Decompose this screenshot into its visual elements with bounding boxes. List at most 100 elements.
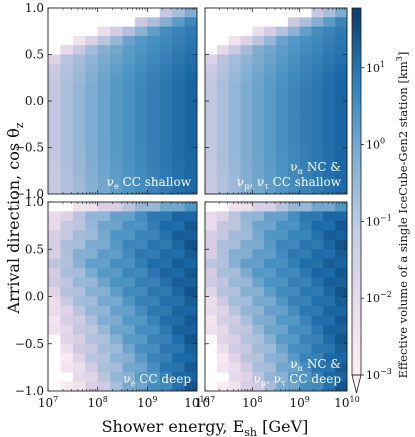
heatmap-cell <box>264 26 277 37</box>
heatmap-cell <box>335 220 348 231</box>
heatmap-cell <box>287 156 301 167</box>
heatmap-cell <box>216 343 230 354</box>
heatmap-cell <box>299 305 312 316</box>
heatmap-cell <box>216 166 230 176</box>
heatmap-cell <box>323 91 336 102</box>
heatmap-cell <box>72 35 86 46</box>
heatmap-cell <box>240 372 253 382</box>
heatmap-cell <box>252 91 265 102</box>
colorbar-tick-label: 10−1 <box>366 213 392 228</box>
heatmap-cell <box>184 82 198 93</box>
heatmap-cell <box>311 277 324 288</box>
heatmap-cell <box>335 26 348 37</box>
heatmap-cell <box>147 17 161 27</box>
heatmap-cell <box>60 353 74 364</box>
heatmap-cell <box>311 287 324 297</box>
heatmap-cell <box>335 128 348 139</box>
heatmap-cell <box>299 110 312 120</box>
heatmap-cell <box>299 101 312 111</box>
heatmap-cell <box>110 63 123 74</box>
heatmap-cell <box>287 45 301 55</box>
heatmap-cell <box>335 315 348 326</box>
heatmap-cell <box>159 324 173 335</box>
heatmap-cell <box>216 138 230 148</box>
heatmap-cell <box>110 156 123 167</box>
panel-label-subscript: α <box>298 167 304 176</box>
heatmap-cell <box>122 258 136 269</box>
heatmap-cell <box>287 315 301 326</box>
heatmap-cell <box>147 277 161 288</box>
panel-label-text: τ <box>264 182 269 191</box>
heatmap-cell <box>147 334 161 345</box>
heatmap-cell <box>48 184 61 195</box>
heatmap-cell <box>97 63 111 74</box>
heatmap-cell <box>184 101 198 111</box>
heatmap-cell <box>172 287 185 297</box>
heatmap-cell <box>299 202 312 212</box>
heatmap-cell <box>287 220 301 231</box>
heatmap-cell <box>147 91 161 102</box>
heatmap-cell <box>48 220 61 231</box>
heatmap-cell <box>147 381 161 392</box>
heatmap-cell <box>110 35 123 46</box>
heatmap-cell <box>228 381 241 392</box>
heatmap-cell <box>311 202 324 212</box>
panel-label-text: ν <box>123 372 130 386</box>
heatmap-cell <box>323 26 336 37</box>
heatmap-cell <box>72 362 86 373</box>
heatmap-cell <box>240 249 253 260</box>
x-tick-label-base: 10 <box>242 396 257 410</box>
colorbar-tick-label-exponent: −1 <box>380 213 392 222</box>
heatmap-cell <box>240 45 253 55</box>
heatmap-cell <box>240 315 253 326</box>
heatmap-cell <box>205 249 218 260</box>
heatmap-cell <box>240 82 253 93</box>
heatmap-cell <box>134 220 148 231</box>
heatmap-cell <box>287 73 301 83</box>
heatmap-cell <box>287 268 301 278</box>
heatmap-cell <box>287 17 301 27</box>
x-tick-label: 109 <box>289 395 309 410</box>
heatmap-cell <box>264 110 277 120</box>
heatmap-cell <box>134 166 148 176</box>
heatmap-cell <box>85 45 99 55</box>
colorbar-tick-label: 100 <box>366 137 385 152</box>
heatmap-cell <box>97 315 111 326</box>
heatmap-cell <box>172 315 185 326</box>
heatmap-cell <box>205 258 218 269</box>
heatmap-cell <box>97 147 111 158</box>
heatmap-cell <box>335 211 348 222</box>
heatmap-cell <box>97 324 111 335</box>
heatmap-cell <box>147 128 161 139</box>
heatmap-cell <box>299 343 312 354</box>
heatmap-cell <box>276 362 289 373</box>
heatmap-cell <box>228 220 241 231</box>
heatmap-cell <box>159 362 173 373</box>
heatmap-cell <box>311 128 324 139</box>
heatmap-cell <box>299 268 312 278</box>
heatmap-cell <box>276 287 289 297</box>
heatmap-cell <box>323 268 336 278</box>
heatmap-cell <box>311 17 324 27</box>
heatmap-cell <box>97 101 111 111</box>
heatmap-cell <box>335 175 348 186</box>
heatmap-cell <box>122 91 136 102</box>
heatmap-cell <box>276 147 289 158</box>
heatmap-cell <box>48 82 61 93</box>
heatmap-cell <box>172 324 185 335</box>
heatmap-cell <box>159 258 173 269</box>
heatmap-cell <box>122 63 136 74</box>
y-axis-label: Arrival direction, cos θz <box>4 122 26 314</box>
heatmap-cell <box>228 147 241 158</box>
heatmap-cell <box>311 268 324 278</box>
heatmap-cell <box>264 138 277 148</box>
heatmap-cell <box>228 211 241 222</box>
heatmap-cell <box>264 381 277 392</box>
heatmap-cell <box>159 220 173 231</box>
heatmap-cell <box>122 239 136 250</box>
heatmap-cell <box>252 211 265 222</box>
heatmap-cell <box>85 175 99 186</box>
heatmap-cell <box>276 249 289 260</box>
heatmap-cell <box>48 305 61 316</box>
colorbar-tick-label-exponent: 1 <box>380 60 385 69</box>
